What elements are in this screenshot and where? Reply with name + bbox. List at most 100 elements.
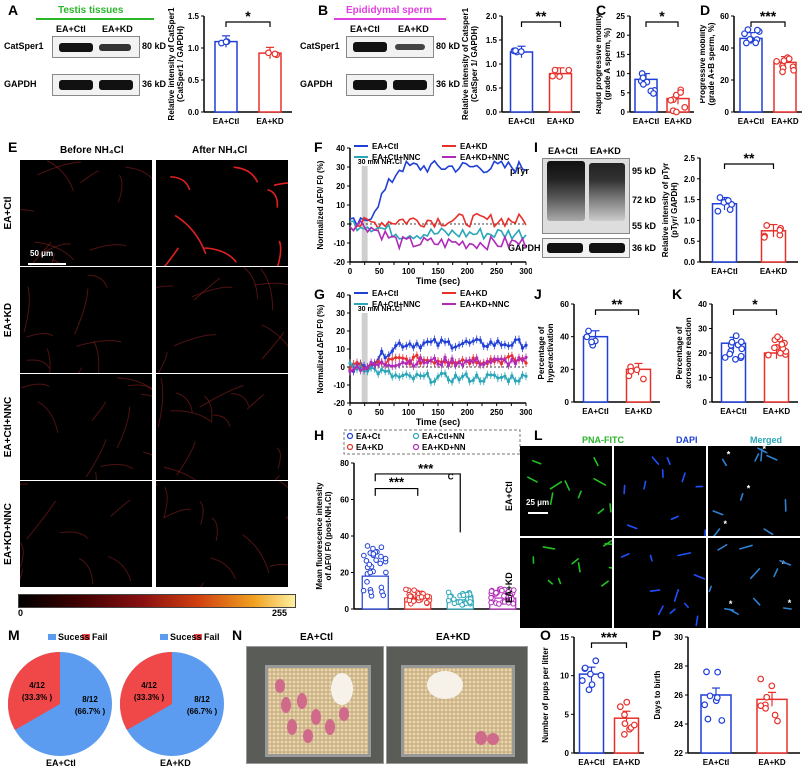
y-tick-label: 0.5 [684,237,696,246]
x-tick-label: 0 [348,267,353,276]
b-size-2: 36 kD [436,79,461,89]
data-point [265,49,272,57]
data-point [732,355,739,363]
data-point [778,341,786,348]
i-size-1: 95 kD [632,166,657,176]
legend-swatch-fail [194,634,202,640]
series-point [489,340,493,344]
sig-label: *** [760,8,777,24]
series-point [461,374,465,378]
y-tick-label: 80 [340,459,349,468]
series-point [471,360,475,364]
e-row-label: EA+Ctl+NNC [3,396,14,458]
series-point [510,357,514,362]
series-point [366,365,370,369]
series-point [482,344,486,348]
data-point [578,677,586,684]
data-point [703,668,710,676]
series-point [387,369,391,373]
y-tick-label: 0 [345,605,350,614]
series-point [513,379,518,383]
legend-swatch-success [160,634,168,640]
panel-label-o: O [540,627,551,643]
data-point [423,599,430,606]
svg-text:*: * [729,599,733,609]
chart-h-mean-fluorescence: 0 20 40 60 80 EA+Ct EA+KD EA+Ctl+NN EA+KD+NN *** *… [315,429,524,614]
data-point [630,721,638,729]
y-axis-label: Percentage of [675,326,684,379]
bar [509,51,534,113]
series-point [373,363,377,367]
y-tick-label: 25 [616,12,625,21]
series-point [422,341,426,345]
series-point [517,379,521,383]
sig-bracket [594,309,640,315]
data-point [549,72,556,80]
y-axis-label: (pTyr/ GAPDH) [670,182,679,238]
x-tick-label: EA+Ctl [582,407,608,416]
x-tick-label: EA+KD [256,117,284,126]
m-pie2-fail-text: 4/12 (33.3% ) [133,681,165,702]
data-point [447,593,453,600]
legend-label: EA+Ctl+NN [422,432,465,441]
l-col-title-dapi: DAPI [676,435,698,445]
l-fluorescence-tile [520,446,612,536]
y-tick-label: 10 [336,345,345,354]
n-photo-ctl-litter [246,646,384,764]
data-point [556,73,563,80]
chart-a-relative-intensity: 0.0 0.5 1.0 1.5 EA+Ctl EA+KD * Relative intensi… [168,7,292,126]
panel-label-l: L [534,427,543,443]
y-axis-label: Normalized ΔF0/ F0 (%) [316,160,325,249]
y-axis-label: hyperactivation [546,323,555,382]
series-point [443,360,447,364]
data-point [728,338,736,346]
y-tick-label: 0 [621,108,626,117]
x-tick-label: EA+KD [547,117,575,126]
chart-b-relative-intensity: 0.0 0.5 1.0 1.5 2.0 EA+Ctl EA+KD ** Relative int… [462,7,580,126]
series-point [485,373,489,377]
chart-d-progressive-mobility: 0 20 40 60 EA+Ctl EA+KD *** Progressive mobilit… [700,8,802,126]
legend-label: EA+KD+NNC [460,153,510,162]
a-tissue-title: Testis tissues [58,5,124,16]
series-point [429,380,433,384]
y-tick-label: 10 [336,201,345,210]
series-point [436,374,440,379]
series-point [482,379,486,383]
chart-k-acrosome-reaction: 0 10 20 30 40 EA+Ctl EA+KD * Percentage of acroso… [675,296,798,416]
data-point [597,671,605,679]
chart-c-rapid-motility: 0 5 10 15 20 25 EA+Ctl EA+KD * Rapid progressive … [596,8,694,126]
y-tick-label: 1.5 [486,36,498,45]
series-point [478,379,482,383]
i-protein-1: pTyr [510,166,529,176]
series-point [351,368,356,372]
series-point [401,373,405,378]
series-point [397,341,401,345]
series-point [390,375,394,379]
data-point [764,351,772,359]
bar [258,52,282,113]
data-point [701,701,709,709]
y-axis-label: Relative intensity of Catsper1 [462,7,470,120]
e-micrograph-tile [156,481,288,587]
series-point [492,343,496,348]
series-point [418,374,422,378]
y-tick-label: 10 [616,70,625,79]
sig-label: * [659,8,665,24]
y-tick-label: 60 [560,300,569,309]
series-point [524,355,528,359]
sig-bracket [590,642,628,648]
x-tick-label: 50 [375,408,384,417]
series-point [506,379,510,384]
series-point [471,339,475,343]
data-point [714,668,722,676]
y-axis-label: Number of pups per litter [541,647,550,743]
x-tick-label: EA+Ctl [508,117,534,126]
series-point [499,357,503,361]
series-point [401,345,405,349]
series-point [461,341,465,346]
y-tick-label: 0 [565,398,570,407]
e-micrograph-tile [156,374,288,480]
pie-slice-fail [119,652,172,730]
data-point [650,90,657,97]
series-point [380,368,384,372]
